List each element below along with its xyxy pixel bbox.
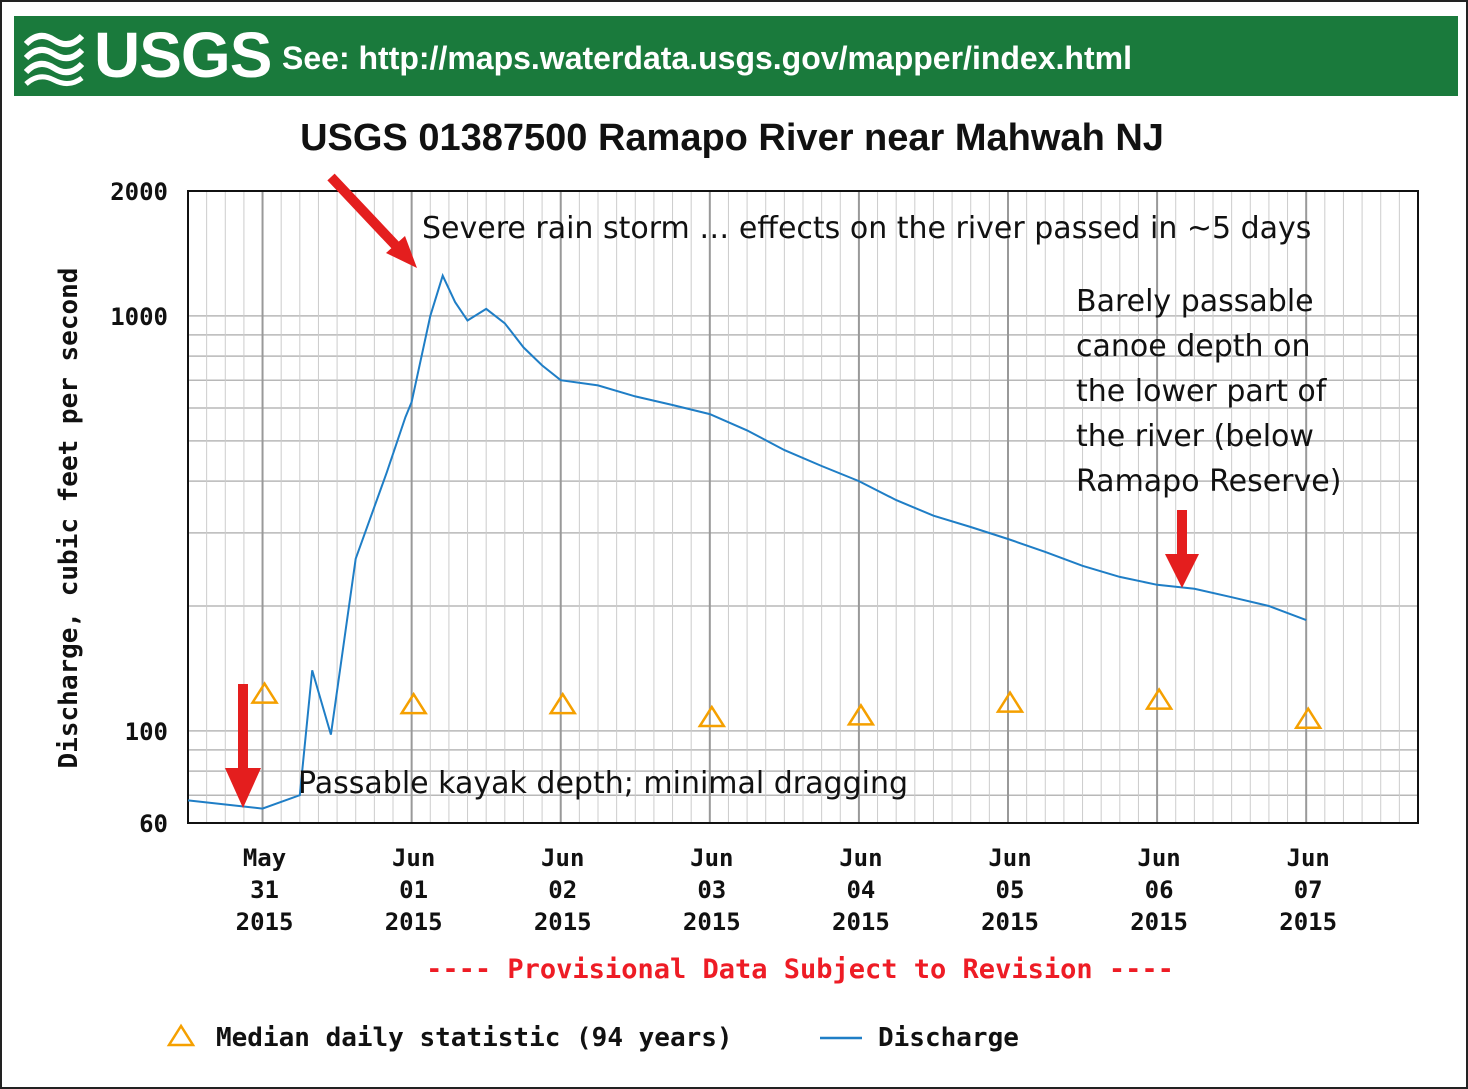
median-marker: [846, 703, 876, 726]
median-marker: [697, 704, 727, 728]
y-tick-labels: 2000 1000 100 60: [110, 178, 168, 838]
x-tick-label: Jun: [392, 844, 435, 872]
usgs-logo-text: USGS: [94, 19, 272, 91]
median-marker: [995, 690, 1025, 713]
x-tick-label: Jun: [690, 844, 733, 872]
annotation-layer: Severe rain storm … effects on the river…: [225, 173, 1341, 808]
y-tick-label: 2000: [110, 178, 168, 206]
legend-median-label: Median daily statistic (94 years): [216, 1023, 733, 1053]
usgs-wave-logo-icon: [24, 32, 84, 86]
legend: Median daily statistic (94 years) Discha…: [166, 1023, 1019, 1053]
discharge-series-line: [187, 272, 1307, 810]
y-tick-label: 60: [139, 810, 168, 838]
chart-grid: [187, 191, 1419, 823]
x-tick-label: 2015: [385, 908, 443, 936]
storm-arrow-icon: [327, 173, 417, 268]
x-tick-label: 31: [250, 876, 279, 904]
kayak-annotation: Passable kayak depth; minimal dragging: [298, 766, 908, 801]
median-marker: [399, 691, 428, 715]
x-tick-label: 03: [697, 876, 726, 904]
median-marker: [250, 681, 279, 704]
x-tick-label: 2015: [1130, 908, 1188, 936]
x-tick-labels: May 31 2015 Jun 01 2015 Jun 02 2015 Jun 03 2015 Jun 0…: [236, 844, 1337, 936]
series-layer: [187, 272, 1323, 810]
x-tick-label: 2015: [981, 908, 1039, 936]
canoe-annotation-line-3: the lower part of: [1076, 374, 1328, 409]
median-marker: [548, 691, 577, 715]
x-tick-label: 2015: [1279, 908, 1337, 936]
x-tick-label: 2015: [683, 908, 741, 936]
plot-area-border: [187, 190, 1419, 824]
y-axis-label: Discharge, cubic feet per second: [54, 268, 84, 769]
x-tick-label: Jun: [839, 844, 882, 872]
x-tick-label: 05: [996, 876, 1025, 904]
x-tick-label: 02: [548, 876, 577, 904]
legend-discharge-label: Discharge: [878, 1023, 1019, 1053]
y-tick-label: 1000: [110, 303, 168, 331]
x-tick-label: 07: [1294, 876, 1323, 904]
x-tick-label: 2015: [534, 908, 592, 936]
x-tick-label: 2015: [832, 908, 890, 936]
x-tick-label: Jun: [1137, 844, 1180, 872]
y-tick-label: 100: [125, 718, 168, 746]
mapper-link[interactable]: See: http://maps.waterdata.usgs.gov/mapp…: [282, 40, 1132, 76]
x-tick-label: 04: [846, 876, 875, 904]
x-tick-label: 01: [399, 876, 428, 904]
x-tick-label: May: [243, 844, 286, 872]
canoe-annotation-line-2: canoe depth on: [1076, 329, 1310, 364]
kayak-arrow-icon: [225, 684, 261, 808]
median-marker: [1293, 706, 1323, 729]
provisional-data-note: ---- Provisional Data Subject to Revisio…: [426, 954, 1174, 985]
x-tick-label: 2015: [236, 908, 294, 936]
canoe-annotation-line-1: Barely passable: [1076, 284, 1314, 319]
canoe-annotation-line-5: Ramapo Reserve): [1076, 464, 1341, 499]
storm-annotation: Severe rain storm … effects on the river…: [422, 211, 1311, 246]
x-tick-label: 06: [1145, 876, 1174, 904]
usgs-banner: USGS See: http://maps.waterdata.usgs.gov…: [14, 16, 1458, 96]
x-tick-label: Jun: [1287, 844, 1330, 872]
canoe-annotation-line-4: the river (below: [1076, 419, 1314, 454]
x-tick-label: Jun: [988, 844, 1031, 872]
chart-title: USGS 01387500 Ramapo River near Mahwah N…: [300, 117, 1164, 159]
legend-median-triangle-icon: [166, 1023, 196, 1047]
x-tick-label: Jun: [541, 844, 584, 872]
median-marker: [1144, 687, 1174, 710]
canoe-arrow-icon: [1165, 510, 1199, 588]
